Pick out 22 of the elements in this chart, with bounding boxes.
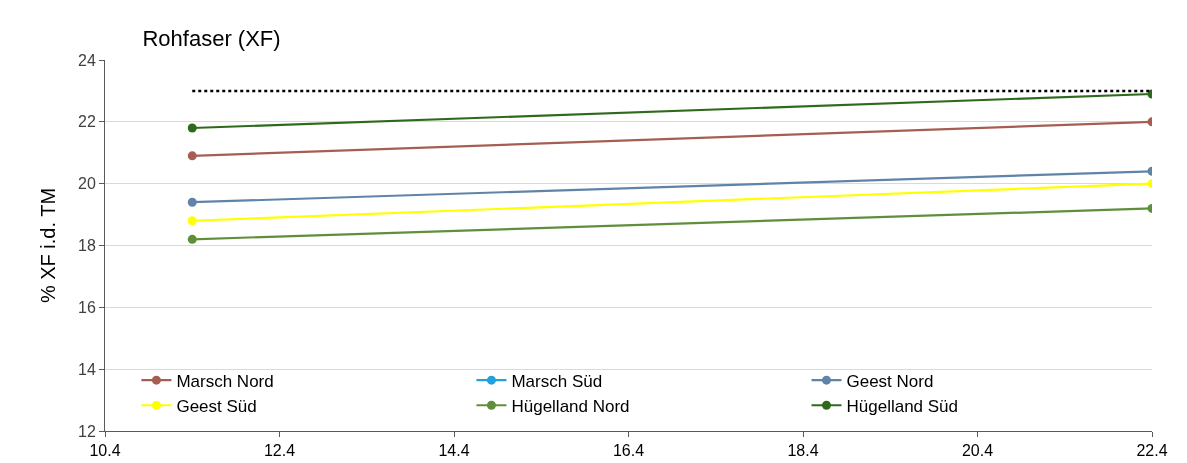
x-tick-label: 10.4	[89, 442, 121, 460]
legend-label: Hügelland Nord	[511, 396, 630, 416]
y-tick-label: 20	[78, 175, 96, 193]
x-tick-label: 12.4	[263, 442, 296, 460]
x-tick-label: 20.4	[961, 442, 994, 460]
y-tick-label: 14	[78, 360, 96, 378]
x-tick-label: 18.4	[787, 442, 819, 460]
y-tick-label: 12	[78, 422, 96, 440]
legend-label: Marsch Süd	[511, 371, 603, 391]
legend-label: Geest Nord	[846, 371, 934, 391]
legend-label: Marsch Nord	[176, 371, 274, 391]
y-axis-title: % XF i.d. TM	[37, 187, 59, 304]
y-tick-label: 24	[78, 51, 96, 69]
y-tick-label: 22	[78, 113, 96, 131]
x-tick-label: 16.4	[612, 442, 645, 460]
legend-label: Geest Süd	[176, 396, 257, 416]
x-tick-label: 22.4	[1136, 442, 1168, 460]
legend-label: Hügelland Süd	[846, 396, 959, 416]
x-tick-label: 14.4	[438, 442, 470, 460]
chart-title: Rohfaser (XF)	[142, 26, 281, 52]
y-tick-label: 16	[78, 298, 96, 316]
y-tick-label: 18	[78, 237, 96, 255]
